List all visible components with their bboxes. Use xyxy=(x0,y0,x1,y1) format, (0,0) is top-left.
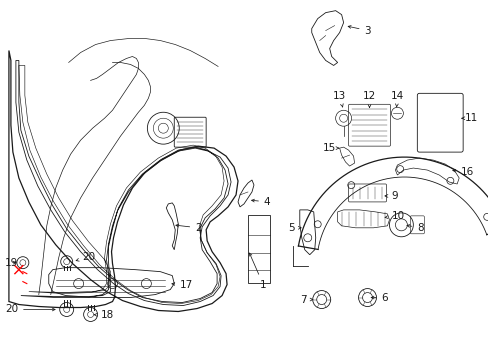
Text: 18: 18 xyxy=(94,310,114,320)
Text: 13: 13 xyxy=(332,91,346,107)
Text: 4: 4 xyxy=(251,197,270,207)
Text: 2: 2 xyxy=(176,223,202,233)
Text: 11: 11 xyxy=(461,113,477,123)
Text: 7: 7 xyxy=(299,294,312,305)
Text: 12: 12 xyxy=(362,91,375,107)
Text: 15: 15 xyxy=(322,143,338,153)
Text: 19: 19 xyxy=(5,258,18,268)
Text: 20: 20 xyxy=(5,305,55,315)
Text: 9: 9 xyxy=(385,191,397,201)
Text: 5: 5 xyxy=(287,223,301,233)
Text: 6: 6 xyxy=(370,293,387,302)
Text: 16: 16 xyxy=(452,167,473,177)
Text: 17: 17 xyxy=(172,280,193,289)
Text: 20: 20 xyxy=(76,252,96,262)
Text: 14: 14 xyxy=(390,91,403,107)
Text: 1: 1 xyxy=(249,253,266,289)
Text: 3: 3 xyxy=(347,26,370,36)
Text: 8: 8 xyxy=(406,223,423,233)
Text: 10: 10 xyxy=(384,211,404,221)
